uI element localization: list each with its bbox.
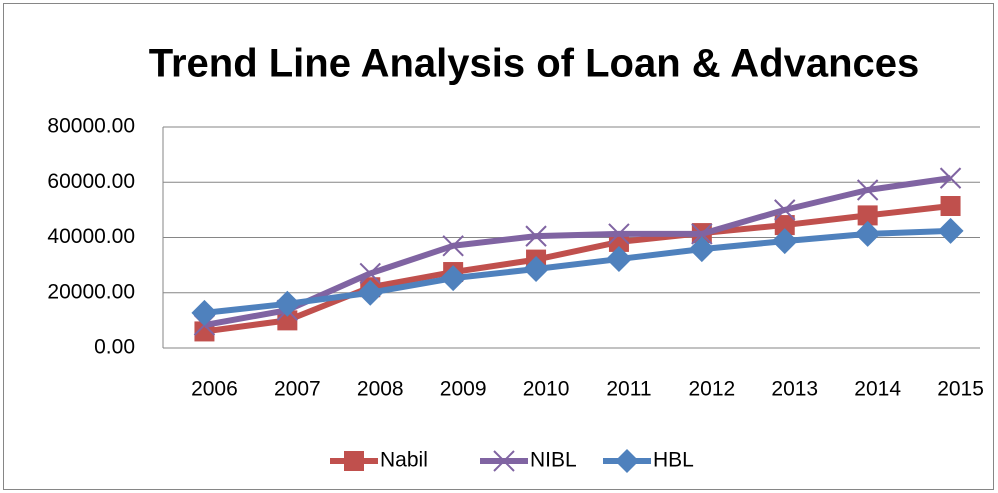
marker (525, 225, 547, 247)
x-tick-label: 2011 (606, 378, 651, 401)
marker (440, 265, 467, 292)
marker (359, 262, 381, 285)
x-tick-label: 2006 (191, 378, 238, 401)
marker (771, 228, 798, 255)
x-tick-label: 2009 (440, 378, 487, 401)
marker (940, 196, 961, 217)
legend-label: NIBL (530, 449, 577, 472)
legend-label: HBL (653, 449, 694, 472)
marker (191, 299, 218, 326)
marker (774, 215, 795, 236)
x-tick-label: 2012 (688, 378, 735, 401)
series-line (204, 227, 951, 316)
marker (691, 223, 713, 245)
marker (857, 205, 878, 226)
marker (608, 223, 630, 245)
marker (442, 235, 464, 257)
marker (357, 279, 384, 306)
x-tick-label: 2013 (771, 378, 818, 401)
y-tick-label: 80000.00 (47, 115, 135, 138)
series-line (203, 175, 951, 329)
legend-marker (493, 450, 515, 472)
x-tick-label: 2007 (274, 378, 321, 401)
y-tick-label: 0.00 (94, 336, 135, 359)
marker (939, 167, 962, 189)
legend-marker (344, 451, 364, 471)
marker (605, 246, 632, 273)
marker (688, 236, 715, 263)
x-tick-label: 2008 (357, 378, 404, 401)
legend-marker (615, 449, 639, 473)
marker (523, 255, 550, 282)
x-tick-label: 2014 (854, 378, 901, 401)
chart-border (3, 3, 994, 490)
marker (937, 217, 964, 244)
series-line (204, 203, 951, 335)
y-tick-label: 20000.00 (47, 280, 135, 303)
marker (856, 179, 879, 201)
marker (274, 290, 301, 317)
marker (854, 220, 881, 247)
y-tick-label: 40000.00 (47, 225, 135, 248)
legend-label: Nabil (380, 449, 428, 472)
marker (774, 199, 796, 221)
x-tick-label: 2015 (937, 378, 984, 401)
x-tick-label: 2010 (523, 378, 570, 401)
y-tick-label: 60000.00 (47, 170, 135, 193)
chart-title: Trend Line Analysis of Loan & Advances (149, 42, 920, 86)
